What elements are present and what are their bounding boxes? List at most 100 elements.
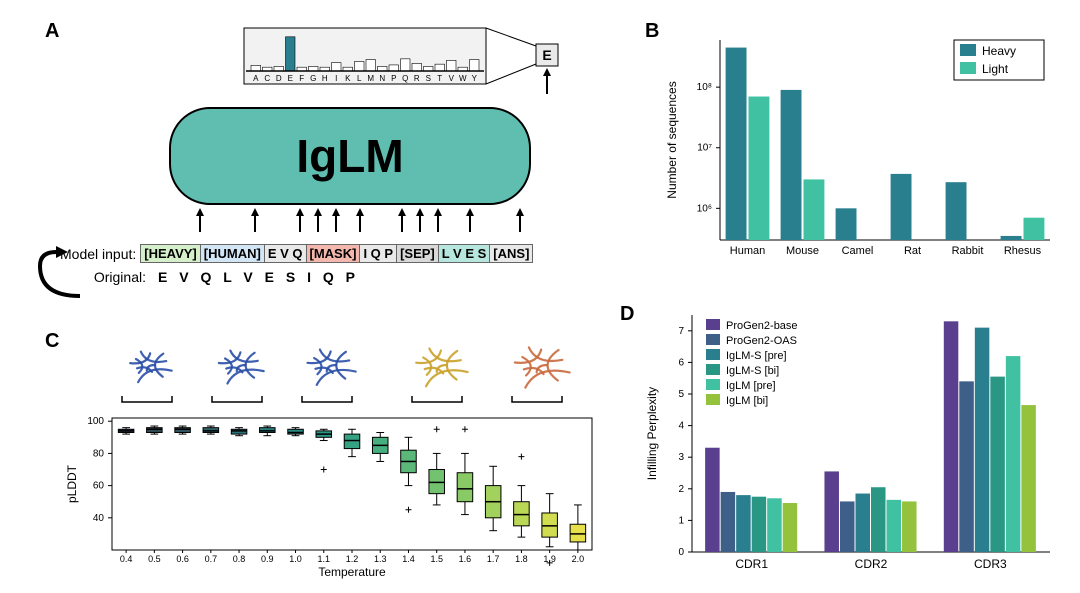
bar [767,498,782,552]
svg-text:0.7: 0.7 [205,554,218,564]
box [288,429,304,434]
legend-label: IgLM-S [bi] [726,365,779,377]
bar [959,381,974,552]
aa-bar [286,37,296,71]
aa-bar [389,65,399,71]
aa-tick: D [276,74,282,83]
legend-label: Heavy [982,44,1016,58]
bar-heavy [891,174,912,240]
ytick-label: 10⁷ [697,143,712,154]
xtick-label: CDR2 [855,557,888,571]
xtick-label: Camel [842,245,874,257]
bar [871,487,886,552]
box [175,428,191,433]
aa-tick: Q [402,74,408,83]
aa-tick: L [357,74,362,83]
aa-tick: M [367,74,374,83]
panel-label-d: D [620,303,634,326]
box [231,429,247,434]
svg-text:0.9: 0.9 [261,554,274,564]
protein-ribbon [225,359,232,374]
aa-bar [251,65,261,71]
svg-text:1.7: 1.7 [487,554,500,564]
aa-tick: G [310,74,316,83]
svg-text:1.2: 1.2 [346,554,359,564]
protein-ribbon [447,351,457,380]
svg-text:1.4: 1.4 [402,554,415,564]
xtick-label: Rhesus [1004,245,1042,257]
svg-text:100: 100 [87,416,104,427]
bar [975,328,990,552]
panel-a-text: Model input: [HEAVY][HUMAN]E V Q[MASK]I … [60,244,620,285]
box [203,428,219,433]
svg-text:2: 2 [678,484,684,495]
svg-text:0.6: 0.6 [176,554,189,564]
model-label: IgLM [296,130,403,182]
protein-ribbon [246,353,255,378]
protein-ribbon [548,350,559,380]
aa-tick: P [391,74,396,83]
protein-ribbon [317,370,356,385]
original-seq: E V Q L V E S I Q P [158,269,359,285]
svg-text:80: 80 [93,448,105,459]
protein-ribbon [423,358,431,375]
token: L V E S [438,244,491,263]
aa-tick: V [449,74,455,83]
svg-text:1.1: 1.1 [318,554,331,564]
aa-bar [401,59,411,71]
protein-ribbon [426,370,468,386]
panel-label-b: B [645,20,659,43]
aa-tick: C [264,74,270,83]
aa-bar [332,63,342,71]
aa-tick: F [299,74,304,83]
box [542,513,558,537]
legend-swatch [706,349,720,360]
aa-tick: W [459,74,467,83]
y-axis-label: Infilling Perplexity [645,387,659,480]
aa-tick: Y [472,74,478,83]
box [429,470,445,494]
aa-tick: S [426,74,431,83]
bar-heavy [946,182,967,240]
bar [902,501,917,552]
ytick-label: 10⁶ [697,203,712,214]
svg-text:7: 7 [678,326,684,337]
box [147,428,163,433]
bar [887,500,902,552]
svg-text:40: 40 [93,513,105,524]
aa-tick: H [322,74,328,83]
svg-text:0.4: 0.4 [120,554,133,564]
legend-swatch [960,62,976,74]
token: [HEAVY] [140,244,200,263]
bar-heavy [1001,236,1022,240]
box [570,524,586,542]
bar [944,321,959,552]
aa-bar [366,60,376,71]
aa-tick: A [253,74,259,83]
aa-bar [355,62,365,72]
token: E V Q [264,244,307,263]
svg-text:1: 1 [678,515,684,526]
bar-light [1024,218,1045,240]
protein-ribbon [136,359,142,373]
bar-heavy [726,48,747,240]
aa-tick: T [437,74,442,83]
svg-text:2.0: 2.0 [572,554,585,564]
protein-ribbon [525,371,569,388]
bar [705,448,720,552]
token: [MASK] [306,244,361,263]
legend-label: Light [982,62,1009,76]
box [514,502,530,526]
bar [824,471,839,552]
protein-ribbon [227,370,263,384]
aa-bar [447,60,457,71]
protein-ribbon [336,352,346,379]
xtick-label: Rat [904,245,921,257]
legend-swatch [706,364,720,375]
bar [855,494,870,552]
aa-tick: R [414,74,420,83]
bar [840,501,855,552]
xtick-label: Human [730,245,765,257]
svg-text:1.9: 1.9 [543,554,556,564]
x-axis-label: Temperature [318,565,386,579]
